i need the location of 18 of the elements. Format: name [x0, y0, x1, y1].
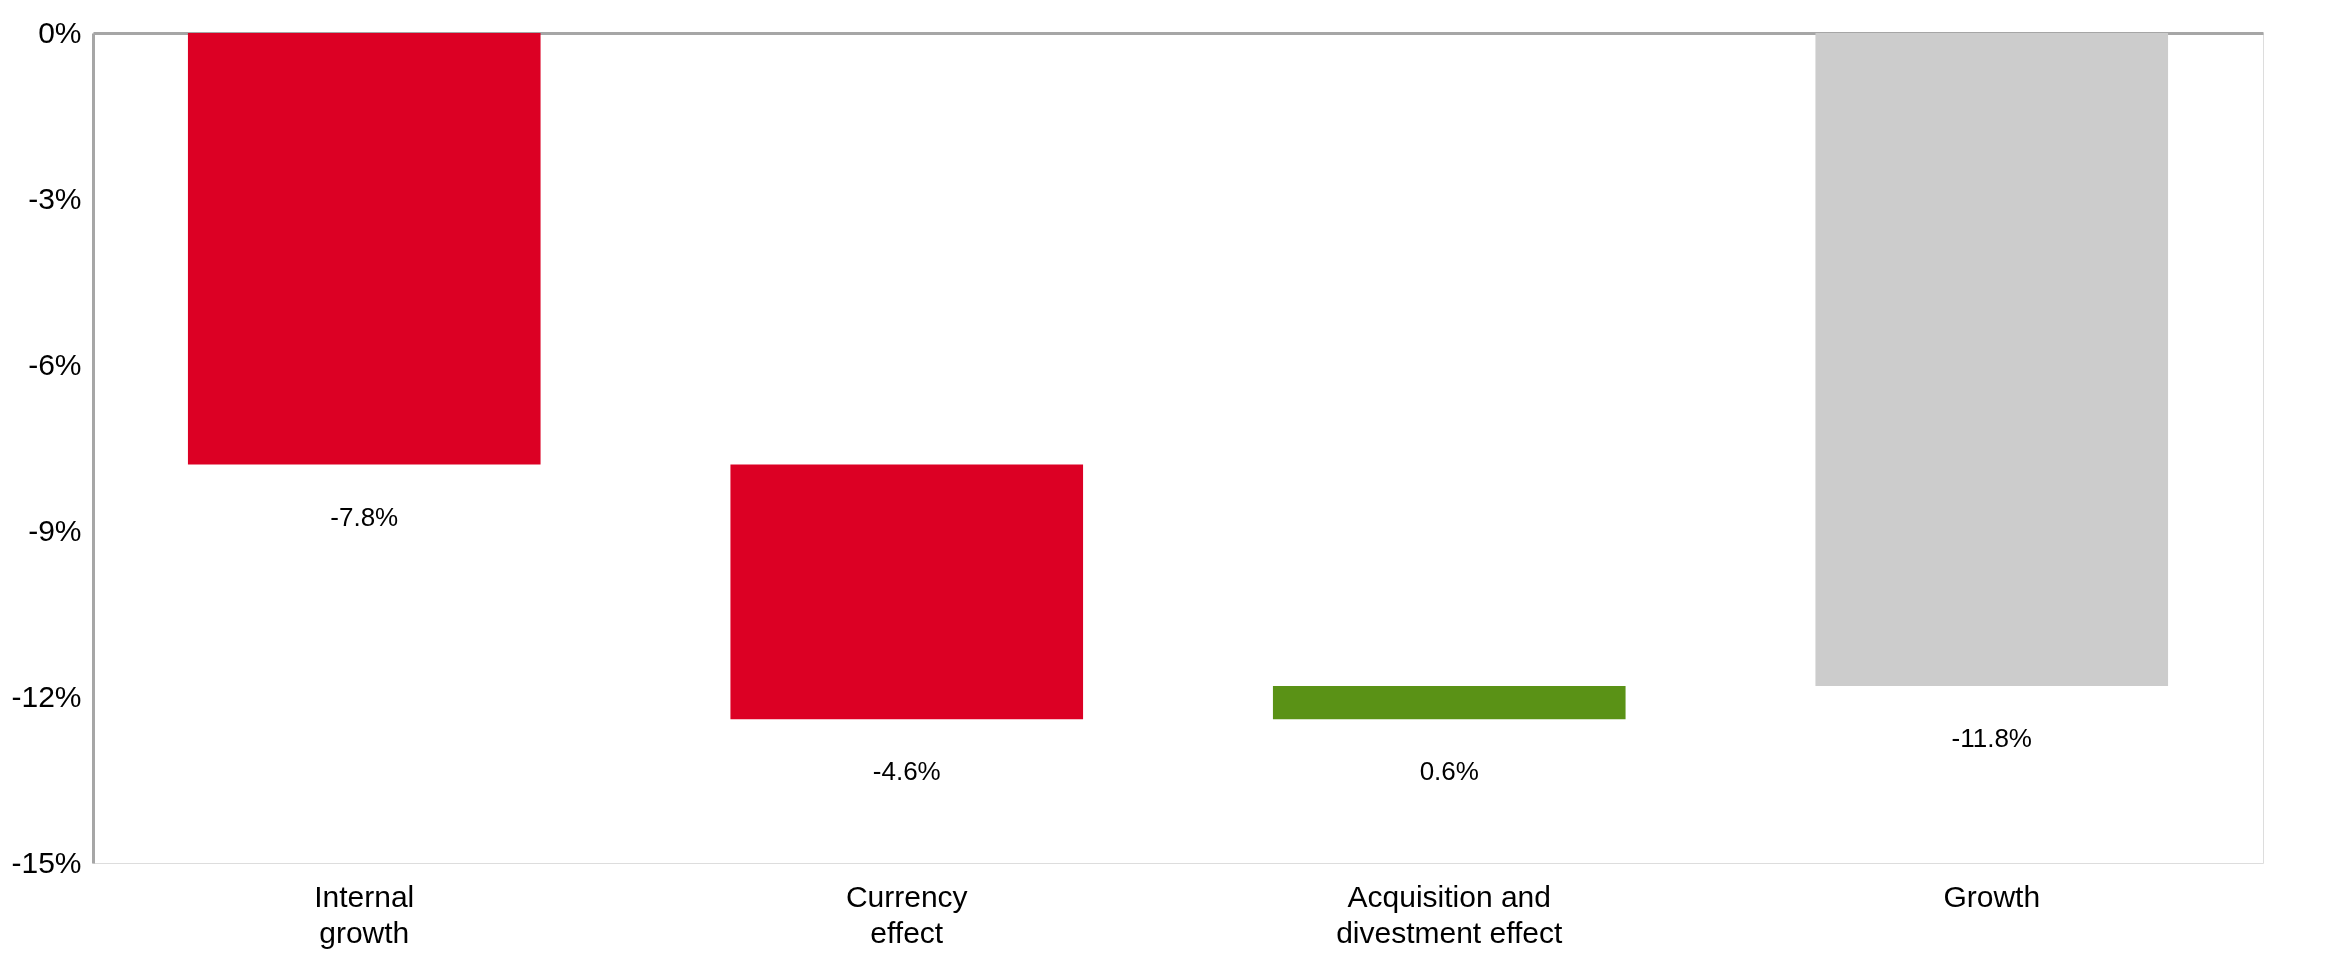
bar — [187, 33, 541, 465]
y-tick-label: -6% — [28, 347, 82, 381]
x-tick-label: Currency effect — [845, 880, 968, 949]
y-tick-label: 0% — [38, 15, 82, 49]
y-tick-label: -9% — [28, 513, 82, 547]
data-label: -4.6% — [872, 756, 941, 787]
bar — [1272, 685, 1626, 720]
x-tick-label: Internal growth — [314, 880, 415, 949]
bar — [1815, 33, 2169, 686]
data-label: -11.8% — [1951, 722, 2032, 753]
y-tick-label: -3% — [28, 181, 82, 215]
y-tick-label: -15% — [11, 845, 82, 879]
y-tick-label: -12% — [11, 679, 82, 713]
x-tick-label: Acquisition and divestment effect — [1336, 880, 1564, 949]
data-label: 0.6% — [1419, 756, 1479, 787]
bar — [730, 464, 1084, 720]
data-label: -7.8% — [330, 501, 399, 532]
x-tick-label: Growth — [1943, 880, 2041, 913]
